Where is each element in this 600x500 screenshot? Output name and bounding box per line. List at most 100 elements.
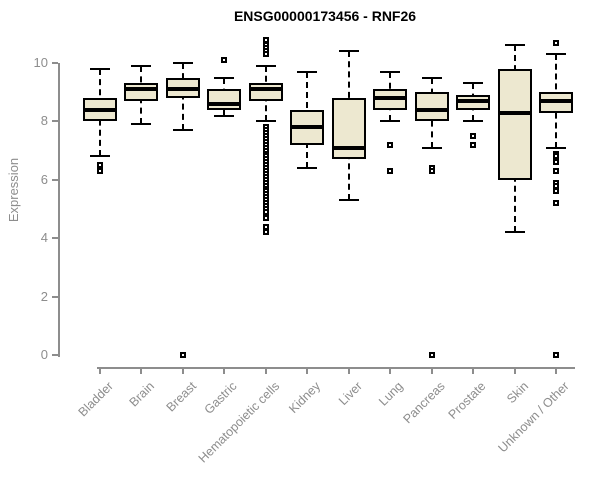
outlier-point xyxy=(429,352,435,358)
y-tick-label: 0 xyxy=(40,347,48,362)
y-tick-label: 8 xyxy=(40,113,48,129)
x-tick xyxy=(431,367,433,374)
outlier-point xyxy=(263,223,269,230)
box xyxy=(415,92,449,122)
whisker-cap-high xyxy=(214,76,234,79)
x-tick xyxy=(389,367,391,374)
whisker-cap-low xyxy=(463,120,483,123)
whisker-cap-low xyxy=(422,146,442,149)
median-line xyxy=(249,87,283,92)
whisker-cap-low xyxy=(90,155,110,158)
whisker-cap-low xyxy=(546,146,566,149)
median-line xyxy=(539,98,573,103)
whisker-cap-low xyxy=(256,120,276,123)
whisker-cap-low xyxy=(380,120,400,123)
outlier-point xyxy=(470,141,476,148)
x-tick-label: Lung xyxy=(376,379,406,409)
outlier-point xyxy=(263,229,269,236)
x-tick-label: Bladder xyxy=(75,379,116,420)
x-tick-label: Liver xyxy=(335,379,365,409)
whisker-cap-high xyxy=(297,70,317,73)
whisker-cap-low xyxy=(214,114,234,117)
outlier-point xyxy=(180,352,186,358)
y-tick xyxy=(52,354,58,356)
whisker-cap-high xyxy=(463,82,483,85)
box xyxy=(332,98,366,160)
chart-title: ENSG00000173456 - RNF26 xyxy=(233,8,417,24)
outlier-point xyxy=(221,57,227,64)
median-line xyxy=(166,87,200,92)
x-tick xyxy=(555,367,557,374)
y-tick xyxy=(52,120,58,123)
whisker-cap-low xyxy=(173,129,193,132)
outlier-point xyxy=(553,200,559,207)
median-line xyxy=(498,110,532,115)
whisker-cap-high xyxy=(131,64,151,67)
y-tick-label: 4 xyxy=(40,230,48,246)
whisker-cap-high xyxy=(173,62,193,64)
box xyxy=(498,68,532,180)
whisker-cap-high xyxy=(422,76,442,79)
x-tick-label: Breast xyxy=(163,379,199,415)
x-tick-label: Hematopoietic cells xyxy=(195,379,282,466)
outlier-point xyxy=(263,51,269,58)
box xyxy=(207,89,241,110)
y-tick xyxy=(52,237,58,240)
x-tick xyxy=(348,367,350,374)
outlier-point xyxy=(553,39,559,46)
x-tick-label: Unknown / Other xyxy=(495,379,572,456)
outlier-point xyxy=(263,214,269,221)
median-line xyxy=(207,101,241,106)
outlier-point xyxy=(429,168,435,175)
outlier-point xyxy=(553,153,559,160)
outlier-point xyxy=(97,168,103,175)
whisker-cap-high xyxy=(505,44,525,47)
whisker-cap-low xyxy=(505,231,525,234)
whisker-cap-high xyxy=(90,67,110,70)
whisker-cap-low xyxy=(297,167,317,170)
median-line xyxy=(290,125,324,130)
median-line xyxy=(124,87,158,92)
x-tick-label: Pancreas xyxy=(400,379,448,427)
x-tick-label: Prostate xyxy=(446,379,489,422)
outlier-point xyxy=(387,141,393,148)
x-tick xyxy=(182,367,184,374)
y-tick-label: 6 xyxy=(40,171,48,187)
x-tick-label: Gastric xyxy=(202,379,240,417)
whisker-cap-low xyxy=(131,123,151,126)
whisker-cap-high xyxy=(546,53,566,56)
median-line xyxy=(332,145,366,150)
median-line xyxy=(415,107,449,112)
x-tick xyxy=(514,367,516,374)
y-tick xyxy=(52,295,58,298)
x-axis-line xyxy=(97,367,575,369)
outlier-point xyxy=(470,133,476,139)
y-tick-label: 2 xyxy=(40,288,48,304)
y-axis-line xyxy=(58,63,60,357)
outlier-point xyxy=(553,188,559,195)
whisker-cap-high xyxy=(380,70,400,73)
whisker-cap-high xyxy=(339,50,359,53)
outlier-point xyxy=(263,208,269,215)
y-tick xyxy=(52,178,58,181)
outlier-point xyxy=(553,352,559,358)
outlier-point xyxy=(97,162,103,169)
outlier-point xyxy=(387,168,393,175)
x-tick-label: Skin xyxy=(503,379,531,407)
x-tick xyxy=(140,367,142,374)
x-tick xyxy=(99,367,101,374)
box xyxy=(124,83,158,101)
whisker-cap-low xyxy=(339,199,359,202)
median-line xyxy=(456,98,490,103)
median-line xyxy=(373,96,407,101)
x-tick xyxy=(265,367,267,374)
x-tick xyxy=(306,367,308,374)
outlier-point xyxy=(553,159,559,166)
outlier-point xyxy=(263,36,269,43)
x-tick-label: Brain xyxy=(126,379,157,410)
x-tick xyxy=(472,367,474,374)
x-tick-label: Kidney xyxy=(285,379,323,416)
y-tick-label: 10 xyxy=(33,55,48,70)
